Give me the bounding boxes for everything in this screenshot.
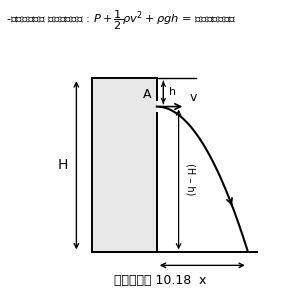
Text: -बरनौली प्रमेय : $P + \dfrac{1}{2}\rho v^2 + \rho gh$ = नियतांक: -बरनौली प्रमेय : $P + \dfrac{1}{2}\rho v… [6, 9, 237, 32]
Text: v: v [189, 91, 197, 104]
Text: x: x [199, 274, 206, 287]
Text: A: A [143, 88, 151, 101]
Bar [92, 78, 157, 252]
Text: H: H [57, 158, 68, 172]
Text: चित्र 10.18: चित्र 10.18 [114, 274, 191, 287]
Text: h: h [169, 88, 176, 97]
Text: (H – h): (H – h) [185, 163, 195, 196]
